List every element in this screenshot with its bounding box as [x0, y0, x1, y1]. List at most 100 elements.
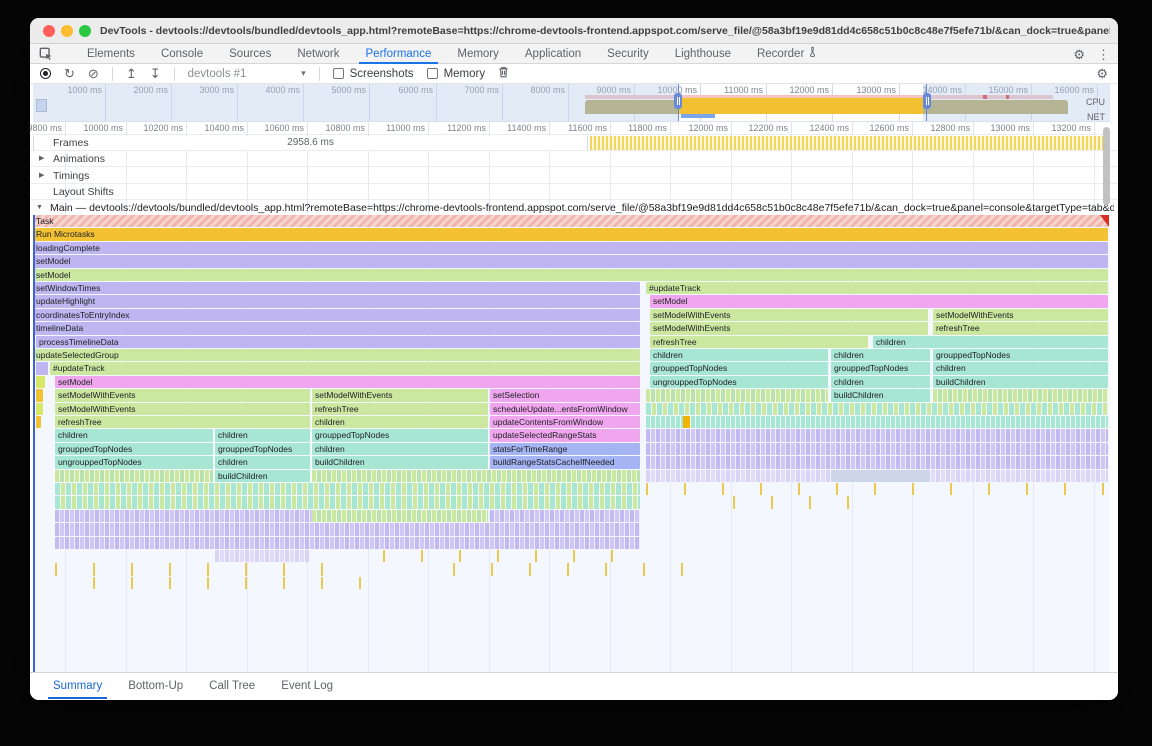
selection-left-handle[interactable] [674, 93, 682, 109]
flame-bar[interactable] [215, 550, 310, 563]
vertical-scrollbar[interactable] [1103, 127, 1110, 205]
flame-bar-buildchildren[interactable]: buildChildren [312, 456, 488, 469]
load-profile-icon[interactable]: ↥ [125, 66, 137, 81]
flame-bar-grouppedtopnodes[interactable]: grouppedTopNodes [55, 442, 213, 456]
tab-memory[interactable]: Memory [457, 47, 499, 60]
partial-frames-strip[interactable] [590, 136, 1107, 150]
zoom-button[interactable] [79, 25, 91, 37]
flame-bar-coordinatestoentryindex[interactable]: coordinatesToEntryIndex [33, 308, 640, 322]
tab-application[interactable]: Application [524, 47, 582, 60]
memory-checkbox[interactable] [426, 68, 438, 79]
flame-bar-grouppedtopnodes[interactable]: grouppedTopNodes [933, 349, 1108, 362]
flame-bar-setwindowtimes[interactable]: setWindowTimes [33, 282, 640, 295]
clear-icon[interactable]: ⊘ [87, 66, 99, 81]
flame-bar-updatecontentsfromwindow[interactable]: updateContentsFromWindow [490, 416, 640, 429]
expand-arrow-icon[interactable]: ▶ [39, 172, 45, 179]
flame-bar-setmodelwithevents[interactable]: setModelWithEvents [650, 322, 928, 335]
frame-block[interactable]: 2958.6 ms [33, 136, 588, 150]
flame-bar-run-microtasks[interactable]: Run Microtasks [33, 228, 1108, 241]
flame-bar[interactable] [733, 496, 853, 509]
flame-bar[interactable] [646, 456, 1108, 469]
flame-bar-children[interactable]: children [933, 362, 1108, 375]
tab-sources[interactable]: Sources [229, 47, 272, 60]
flame-bar-setmodel[interactable]: setModel [33, 255, 1108, 268]
flame-bar-children[interactable]: children [650, 349, 828, 362]
flame-bar[interactable] [55, 469, 213, 482]
details-tab-event-log[interactable]: Event Log [281, 680, 333, 692]
flame-bar-refreshtree[interactable]: refreshTree [312, 402, 488, 415]
settings-gear-icon[interactable]: ⚙ [1073, 46, 1085, 62]
screenshots-checkbox[interactable] [332, 68, 344, 79]
flame-bar-grouppedtopnodes[interactable]: grouppedTopNodes [831, 362, 930, 375]
flame-bar[interactable] [933, 389, 1108, 402]
flame-bar-setmodelwithevents[interactable]: setModelWithEvents [55, 402, 310, 415]
flame-bar-buildchildren[interactable]: buildChildren [933, 375, 1108, 389]
tab-lighthouse[interactable]: Lighthouse [674, 47, 731, 60]
flame-bar[interactable] [646, 416, 1108, 429]
timeline-overview[interactable]: 1000 ms 2000 ms 3000 ms 4000 ms 5000 ms 6000 … [33, 84, 1110, 122]
tab-performance[interactable]: Performance [353, 44, 445, 64]
flame-bar-updatehighlight[interactable]: updateHighlight [33, 295, 640, 308]
flame-bar-refreshtree[interactable]: refreshTree [650, 335, 868, 348]
flame-bar-buildchildren[interactable]: buildChildren [831, 389, 930, 402]
flame-bar-task[interactable]: Task [33, 215, 1108, 228]
flame-bar-scheduleupdate-entsfromwindow[interactable]: scheduleUpdate...entsFromWindow [490, 402, 640, 415]
flame-bar[interactable] [683, 416, 690, 429]
flame-bar[interactable] [36, 389, 43, 402]
record-button[interactable] [40, 68, 51, 79]
flame-bar[interactable] [646, 483, 1108, 496]
selection-right-handle[interactable] [923, 93, 931, 109]
flame-bar[interactable] [55, 483, 640, 496]
flame-bar-grouppedtopnodes[interactable]: grouppedTopNodes [650, 362, 828, 375]
flame-bar-setmodel[interactable]: setModel [33, 268, 1108, 281]
flame-bar-ungrouppedtopnodes[interactable]: ungrouppedTopNodes [650, 375, 828, 389]
flame-bar-statsfortimerange[interactable]: statsForTimeRange [490, 442, 640, 456]
flame-bar[interactable] [453, 563, 693, 576]
flame-bar-setmodel[interactable]: setModel [55, 375, 640, 389]
animations-track[interactable]: ▶ Animations [30, 151, 1118, 167]
minimize-button[interactable] [61, 25, 73, 37]
flame-bar-refreshtree[interactable]: refreshTree [933, 322, 1108, 335]
flame-bar-updateselectedrangestats[interactable]: updateSelectedRangeStats [490, 429, 640, 442]
flame-bar[interactable] [93, 576, 373, 590]
flame-bar[interactable] [831, 469, 930, 482]
flame-bar-processtimelinedata[interactable]: processTimelineData [36, 335, 640, 348]
details-tab-bottom-up[interactable]: Bottom-Up [128, 680, 184, 692]
layout-shifts-track[interactable]: Layout Shifts [30, 184, 1118, 200]
reload-and-record-icon[interactable]: ↻ [64, 66, 75, 81]
flame-bar[interactable] [36, 375, 45, 389]
flame-bar-updateselectedgroup[interactable]: updateSelectedGroup [33, 349, 640, 362]
flame-bar-children[interactable]: children [312, 416, 488, 429]
flame-bar-timelinedata[interactable]: timelineData [33, 322, 640, 335]
flame-bar[interactable] [55, 536, 640, 549]
capture-settings-gear-icon[interactable]: ⚙ [1096, 66, 1108, 81]
main-thread-track-header[interactable]: ▼ Main — devtools://devtools/bundled/dev… [30, 201, 1118, 215]
close-button[interactable] [43, 25, 55, 37]
flame-bar[interactable] [36, 416, 41, 429]
flame-bar-children[interactable]: children [312, 442, 488, 456]
tab-network[interactable]: Network [297, 47, 340, 60]
details-tab-summary[interactable]: Summary [40, 673, 115, 700]
flame-bar-updatetrack[interactable]: #updateTrack [646, 282, 1108, 295]
expand-arrow-icon[interactable]: ▶ [39, 155, 45, 162]
flame-bar-children[interactable]: children [873, 335, 1108, 348]
details-tab-call-tree[interactable]: Call Tree [209, 680, 256, 692]
flame-bar-children[interactable]: children [831, 375, 930, 389]
flame-bar-children[interactable]: children [55, 429, 213, 442]
flame-bar[interactable] [55, 563, 355, 576]
flame-bar[interactable] [36, 362, 48, 375]
save-profile-icon[interactable]: ↧ [149, 66, 161, 81]
timings-track[interactable]: ▶ Timings [30, 168, 1118, 184]
flame-bar[interactable] [36, 402, 43, 415]
flame-chart[interactable]: Task Run Microtasks loadingComplete setMode… [33, 215, 1110, 672]
flame-bar[interactable] [646, 389, 828, 402]
flame-bar[interactable] [383, 550, 643, 563]
flame-bar-grouppedtopnodes[interactable]: grouppedTopNodes [312, 429, 488, 442]
flame-bar-setmodel[interactable]: setModel [650, 295, 1108, 308]
flame-bar-children[interactable]: children [215, 456, 310, 469]
tab-elements[interactable]: Elements [87, 47, 135, 60]
flame-bar[interactable] [646, 442, 1108, 456]
tab-recorder[interactable]: Recorder [744, 44, 830, 64]
flame-bar-setmodelwithevents[interactable]: setModelWithEvents [55, 389, 310, 402]
flame-bar-setmodelwithevents[interactable]: setModelWithEvents [933, 308, 1108, 322]
